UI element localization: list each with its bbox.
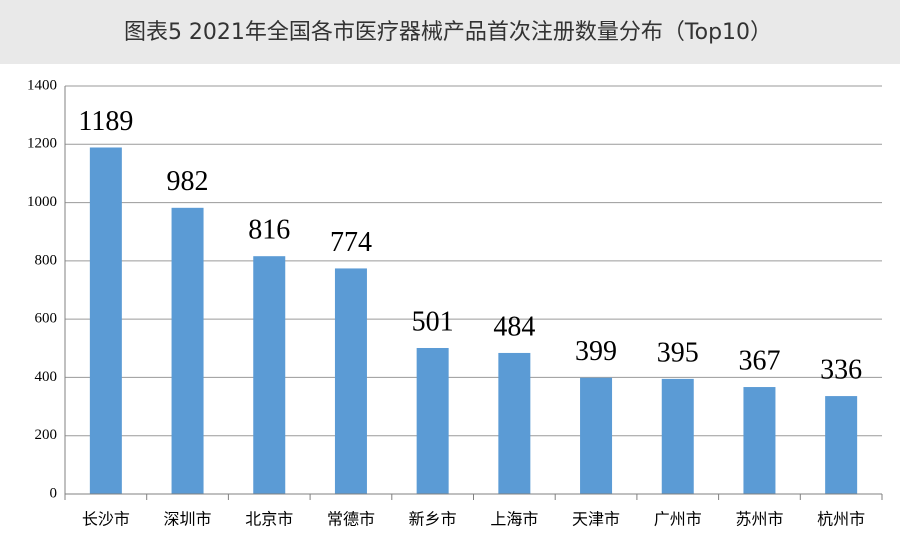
x-tick-label: 杭州市: [817, 510, 865, 529]
value-label: 1189: [78, 106, 133, 137]
bar: [334, 268, 367, 494]
x-tick-label: 上海市: [490, 510, 538, 529]
x-tick-label: 广州市: [654, 510, 702, 529]
bar: [825, 396, 858, 494]
x-tick-label: 北京市: [245, 510, 293, 529]
title-band: [0, 0, 900, 64]
y-tick-label: 600: [35, 311, 58, 327]
value-label: 816: [248, 215, 290, 246]
bar: [743, 387, 776, 494]
value-label: 501: [412, 306, 454, 337]
x-tick-label: 常德市: [327, 510, 375, 529]
x-tick-label: 深圳市: [164, 510, 212, 529]
value-label: 336: [820, 355, 862, 386]
value-label: 484: [493, 311, 535, 342]
value-label: 982: [167, 166, 209, 197]
y-tick-label: 0: [50, 485, 58, 501]
bar: [89, 147, 122, 494]
y-tick-label: 200: [35, 427, 58, 443]
x-tick-label: 新乡市: [409, 510, 457, 529]
bar: [498, 352, 531, 494]
y-tick-label: 400: [35, 369, 58, 385]
bar: [253, 256, 286, 494]
bar: [580, 377, 613, 494]
x-tick-label: 苏州市: [735, 510, 783, 529]
value-label: 395: [657, 337, 699, 368]
y-tick-label: 800: [35, 252, 58, 268]
bar: [171, 207, 204, 494]
x-tick-label: 天津市: [572, 510, 620, 529]
value-label: 774: [330, 227, 372, 258]
y-tick-label: 1000: [27, 194, 57, 210]
bar: [416, 347, 449, 494]
value-label: 367: [738, 345, 780, 376]
value-label: 399: [575, 336, 617, 367]
bar: [661, 378, 694, 494]
x-tick-label: 长沙市: [82, 510, 130, 529]
y-tick-label: 1400: [27, 77, 57, 93]
chart-title: 图表5 2021年全国各市医疗器械产品首次注册数量分布（Top10）: [124, 20, 772, 45]
y-tick-label: 1200: [27, 136, 57, 152]
